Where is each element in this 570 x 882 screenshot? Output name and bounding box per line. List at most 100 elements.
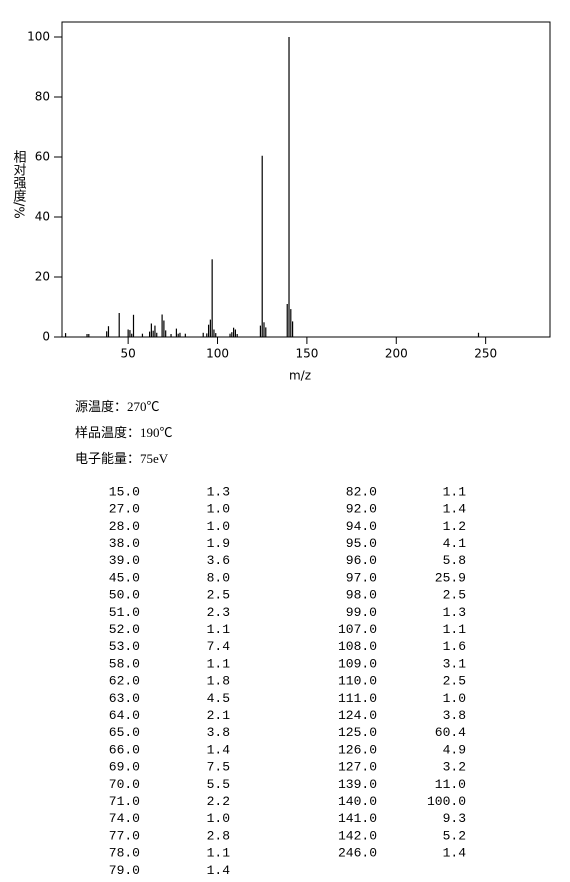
mz-cell: 111.0 [338,691,377,706]
x-tick-label: 200 [385,347,408,361]
intensity-cell: 60.4 [435,725,466,740]
intensity-cell: 25.9 [435,570,466,585]
mz-cell: 79.0 [109,863,140,878]
intensity-cell: 1.0 [207,502,230,517]
mz-cell: 82.0 [346,484,377,499]
intensity-cell: 4.5 [207,691,230,706]
intensity-cell: 100.0 [427,794,466,809]
mz-cell: 27.0 [109,502,140,517]
mz-cell: 74.0 [109,811,140,826]
mz-cell: 97.0 [346,570,377,585]
mz-cell: 124.0 [338,708,377,723]
sample-info: 源温度：270℃ [75,399,160,414]
y-tick-label: 100 [27,30,50,44]
mz-cell: 110.0 [338,674,377,689]
mz-cell: 77.0 [109,828,140,843]
y-tick-label: 40 [35,210,50,224]
mz-cell: 58.0 [109,656,140,671]
intensity-cell: 5.8 [443,553,466,568]
intensity-cell: 3.8 [443,708,466,723]
intensity-cell: 3.1 [443,656,467,671]
plot-frame [61,21,551,338]
intensity-cell: 2.2 [207,794,230,809]
intensity-cell: 3.2 [443,760,466,775]
x-axis-label: m/z [289,369,311,383]
y-tick-label: 60 [35,150,50,164]
intensity-cell: 3.8 [207,725,230,740]
intensity-cell: 1.2 [443,519,466,534]
mz-cell: 28.0 [109,519,140,534]
x-tick-label: 250 [474,347,497,361]
intensity-cell: 1.4 [207,863,231,878]
mz-cell: 71.0 [109,794,140,809]
x-tick-label: 50 [120,347,135,361]
mz-cell: 63.0 [109,691,140,706]
intensity-cell: 4.9 [443,742,466,757]
intensity-cell: 1.4 [443,502,467,517]
mz-cell: 53.0 [109,639,140,654]
mz-cell: 108.0 [338,639,377,654]
intensity-cell: 1.9 [207,536,230,551]
intensity-cell: 2.8 [207,828,230,843]
mz-cell: 45.0 [109,570,140,585]
intensity-cell: 1.4 [207,742,231,757]
mz-cell: 69.0 [109,760,140,775]
mz-cell: 64.0 [109,708,140,723]
intensity-cell: 4.1 [443,536,467,551]
y-tick-label: 80 [35,90,50,104]
mz-cell: 141.0 [338,811,377,826]
mz-cell: 52.0 [109,622,140,637]
mz-cell: 78.0 [109,846,140,861]
intensity-cell: 1.0 [207,519,230,534]
intensity-cell: 7.5 [207,760,230,775]
intensity-cell: 5.2 [443,828,466,843]
intensity-cell: 2.5 [443,674,466,689]
mz-cell: 126.0 [338,742,377,757]
mz-cell: 50.0 [109,588,140,603]
intensity-cell: 8.0 [207,570,230,585]
mz-cell: 109.0 [338,656,377,671]
mz-cell: 96.0 [346,553,377,568]
mz-cell: 127.0 [338,760,377,775]
mz-cell: 15.0 [109,484,140,499]
mz-cell: 92.0 [346,502,377,517]
mz-cell: 140.0 [338,794,377,809]
intensity-cell: 1.1 [443,622,467,637]
x-tick-label: 100 [206,347,229,361]
intensity-cell: 7.4 [207,639,231,654]
intensity-cell: 1.6 [443,639,466,654]
sample-info: 样品温度：190℃ [75,425,173,440]
y-tick-label: 0 [42,330,50,344]
mz-cell: 38.0 [109,536,140,551]
mz-cell: 125.0 [338,725,377,740]
intensity-cell: 2.3 [207,605,230,620]
intensity-cell: 1.1 [207,622,231,637]
mz-cell: 66.0 [109,742,140,757]
intensity-cell: 1.3 [443,605,466,620]
x-tick-label: 150 [295,347,318,361]
intensity-cell: 3.6 [207,553,230,568]
mz-cell: 62.0 [109,674,140,689]
intensity-cell: 1.0 [443,691,466,706]
sample-info: 电子能量：75eV [75,451,169,466]
intensity-cell: 2.5 [207,588,230,603]
mz-cell: 70.0 [109,777,140,792]
mz-cell: 142.0 [338,828,377,843]
intensity-cell: 5.5 [207,777,230,792]
intensity-cell: 1.1 [443,484,467,499]
intensity-cell: 11.0 [435,777,466,792]
intensity-cell: 2.1 [207,708,231,723]
intensity-cell: 1.1 [207,846,231,861]
mz-cell: 99.0 [346,605,377,620]
intensity-cell: 1.1 [207,656,231,671]
y-tick-label: 20 [35,270,50,284]
mz-cell: 139.0 [338,777,377,792]
mz-cell: 95.0 [346,536,377,551]
mz-cell: 39.0 [109,553,140,568]
intensity-cell: 9.3 [443,811,466,826]
mz-cell: 107.0 [338,622,377,637]
mz-cell: 98.0 [346,588,377,603]
intensity-cell: 1.4 [443,846,467,861]
mz-cell: 51.0 [109,605,140,620]
